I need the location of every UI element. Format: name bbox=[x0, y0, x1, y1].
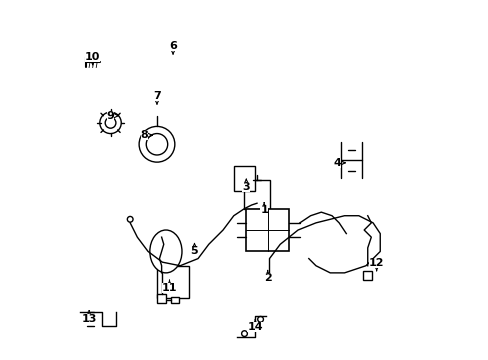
FancyBboxPatch shape bbox=[157, 294, 166, 303]
Text: 12: 12 bbox=[368, 258, 384, 271]
Text: 6: 6 bbox=[169, 41, 177, 54]
Text: 4: 4 bbox=[333, 158, 345, 168]
Text: 8: 8 bbox=[141, 130, 152, 140]
Text: 14: 14 bbox=[247, 319, 263, 332]
Text: 11: 11 bbox=[162, 280, 177, 293]
FancyBboxPatch shape bbox=[244, 180, 269, 208]
FancyBboxPatch shape bbox=[363, 271, 372, 280]
Circle shape bbox=[241, 331, 247, 337]
Text: 3: 3 bbox=[242, 179, 249, 192]
Ellipse shape bbox=[139, 126, 175, 162]
Text: 5: 5 bbox=[190, 243, 198, 256]
Text: 13: 13 bbox=[81, 311, 97, 324]
Text: 9: 9 bbox=[106, 111, 118, 121]
FancyBboxPatch shape bbox=[157, 266, 189, 298]
Ellipse shape bbox=[149, 230, 182, 273]
Circle shape bbox=[257, 316, 263, 322]
Circle shape bbox=[105, 117, 116, 128]
FancyBboxPatch shape bbox=[246, 208, 288, 251]
FancyBboxPatch shape bbox=[233, 166, 255, 191]
Text: 10: 10 bbox=[85, 52, 100, 65]
FancyBboxPatch shape bbox=[171, 297, 179, 303]
Text: 1: 1 bbox=[260, 203, 267, 215]
Text: 7: 7 bbox=[153, 91, 161, 104]
Circle shape bbox=[100, 112, 121, 134]
Ellipse shape bbox=[146, 134, 167, 155]
Text: 2: 2 bbox=[264, 270, 271, 283]
